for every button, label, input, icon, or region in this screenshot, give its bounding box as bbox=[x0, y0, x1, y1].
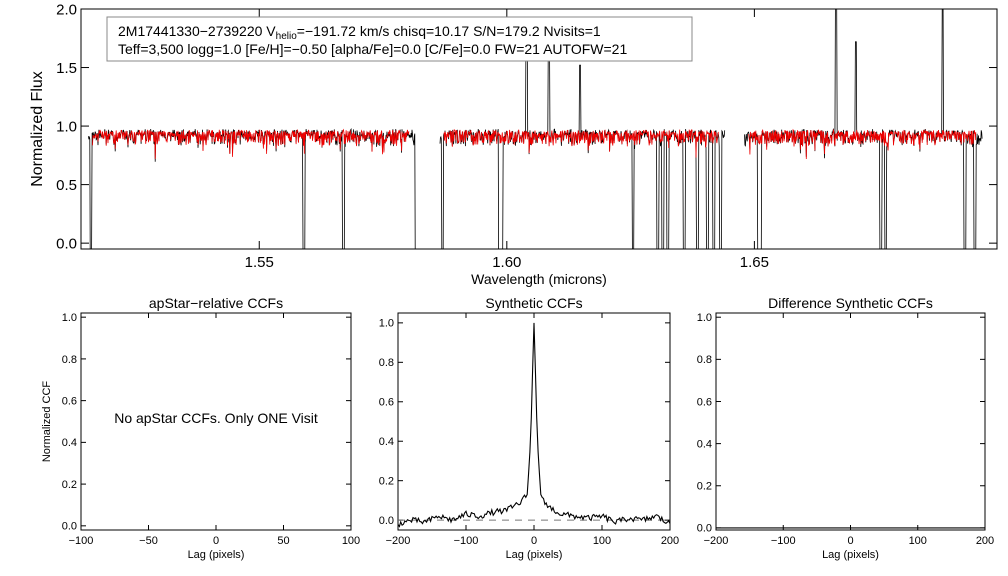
x-tick-label: 1.65 bbox=[740, 254, 769, 271]
y-tick-label: 0.4 bbox=[379, 436, 394, 448]
x-tick-label: 200 bbox=[661, 535, 679, 547]
y-tick-label: 1.0 bbox=[62, 312, 77, 324]
y-tick-label: 0.0 bbox=[62, 521, 77, 533]
x-tick-label: −100 bbox=[771, 535, 796, 547]
chart-title: Difference Synthetic CCFs bbox=[768, 295, 933, 311]
y-tick-label: 0.8 bbox=[379, 357, 394, 369]
x-tick-label: 100 bbox=[909, 535, 927, 547]
x-tick-label: 0 bbox=[213, 535, 219, 547]
model-spectrum-segment bbox=[748, 128, 977, 160]
y-tick-label: 0.4 bbox=[697, 438, 712, 450]
y-tick-label: 0.5 bbox=[56, 177, 77, 194]
y-tick-label: 1.0 bbox=[697, 312, 712, 324]
x-tick-label: 0 bbox=[847, 535, 853, 547]
annotation-line-2: Teff=3,500 logg=1.0 [Fe/H]=−0.50 [alpha/… bbox=[118, 41, 627, 57]
x-tick-label: 1.60 bbox=[492, 254, 521, 271]
annotation-box bbox=[106, 16, 693, 62]
x-axis-label: Lag (pixels) bbox=[822, 549, 879, 561]
model-spectrum-segment bbox=[443, 129, 719, 158]
y-axis-label: Normalized CCF bbox=[41, 381, 53, 463]
y-tick-label: 0.2 bbox=[62, 479, 77, 491]
y-tick-label: 0.6 bbox=[697, 396, 712, 408]
x-tick-label: 200 bbox=[976, 535, 994, 547]
y-tick-label: 0.0 bbox=[697, 523, 712, 535]
model-spectrum-line bbox=[92, 128, 977, 160]
observed-spectrum-segment bbox=[744, 9, 983, 249]
annotation-line-1: 2M17441330−2739220 Vhelio=−191.72 km/s c… bbox=[118, 23, 601, 42]
observed-spectrum-segment bbox=[88, 127, 416, 249]
plot-synthetic: −200 −100 0 100 200 0.0 0.2 0.4 0.6 0.8 1.0 Synthet… bbox=[379, 295, 679, 561]
observed-spectrum-segment bbox=[439, 47, 726, 249]
x-tick-label: −100 bbox=[69, 535, 94, 547]
plot-frame bbox=[715, 312, 986, 531]
plot-difference: −200 −100 0 100 200 0.0 0.2 0.4 0.6 0.8 1.0 Differe… bbox=[697, 295, 994, 561]
ccf-series-line bbox=[397, 322, 671, 528]
x-tick-label: 0 bbox=[531, 535, 537, 547]
plot-frame bbox=[80, 8, 998, 250]
y-tick-label: 0.8 bbox=[697, 354, 712, 366]
x-tick-label: −200 bbox=[386, 535, 411, 547]
model-spectrum-segment bbox=[92, 128, 410, 159]
x-axis-label: Lag (pixels) bbox=[506, 549, 563, 561]
y-tick-label: 1.0 bbox=[56, 118, 77, 135]
x-tick-label: 100 bbox=[593, 535, 611, 547]
y-tick-label: 2.0 bbox=[56, 1, 77, 18]
y-tick-label: 1.5 bbox=[56, 60, 77, 77]
plot-frame bbox=[397, 312, 671, 531]
x-tick-label: 1.55 bbox=[245, 254, 274, 271]
y-tick-label: 0.4 bbox=[62, 437, 77, 449]
y-axis-label: Normalized Flux bbox=[29, 71, 46, 187]
annotation-line1_vsub: helio bbox=[276, 31, 298, 42]
no-ccf-message: No apStar CCFs. Only ONE Visit bbox=[114, 410, 318, 426]
x-tick-label: −50 bbox=[139, 535, 158, 547]
x-tick-label: −100 bbox=[454, 535, 479, 547]
annotation-line1_star: 2M17441330−2739220 bbox=[118, 23, 263, 39]
y-tick-label: 0.0 bbox=[379, 515, 394, 527]
x-tick-label: 100 bbox=[342, 535, 360, 547]
y-tick-label: 0.6 bbox=[379, 397, 394, 409]
x-tick-label: −200 bbox=[704, 535, 729, 547]
chart-title: Synthetic CCFs bbox=[485, 295, 582, 311]
plot-spectrum: 1.55 1.60 1.65 0.0 0.5 1.0 1.5 2.0 Wavelength (m… bbox=[29, 1, 998, 287]
chart-title: apStar−relative CCFs bbox=[149, 295, 283, 311]
y-tick-label: 0.0 bbox=[56, 235, 77, 252]
annotation-line1_v: V bbox=[262, 23, 276, 39]
y-tick-label: 0.6 bbox=[62, 395, 77, 407]
y-tick-label: 0.8 bbox=[62, 354, 77, 366]
y-tick-label: 0.2 bbox=[697, 481, 712, 493]
annotation-line1_rest: =−191.72 km/s chisq=10.17 S/N=179.2 Nvis… bbox=[297, 23, 601, 39]
x-axis-label: Lag (pixels) bbox=[188, 549, 245, 561]
y-tick-label: 0.2 bbox=[379, 476, 394, 488]
x-axis-label: Wavelength (microns) bbox=[471, 271, 607, 287]
plot-apstar: −100 −50 0 50 100 0.0 0.2 0.4 0.6 0.8 1.0 apStar−re… bbox=[41, 295, 360, 561]
y-tick-label: 1.0 bbox=[379, 318, 394, 330]
x-tick-label: 50 bbox=[277, 535, 289, 547]
